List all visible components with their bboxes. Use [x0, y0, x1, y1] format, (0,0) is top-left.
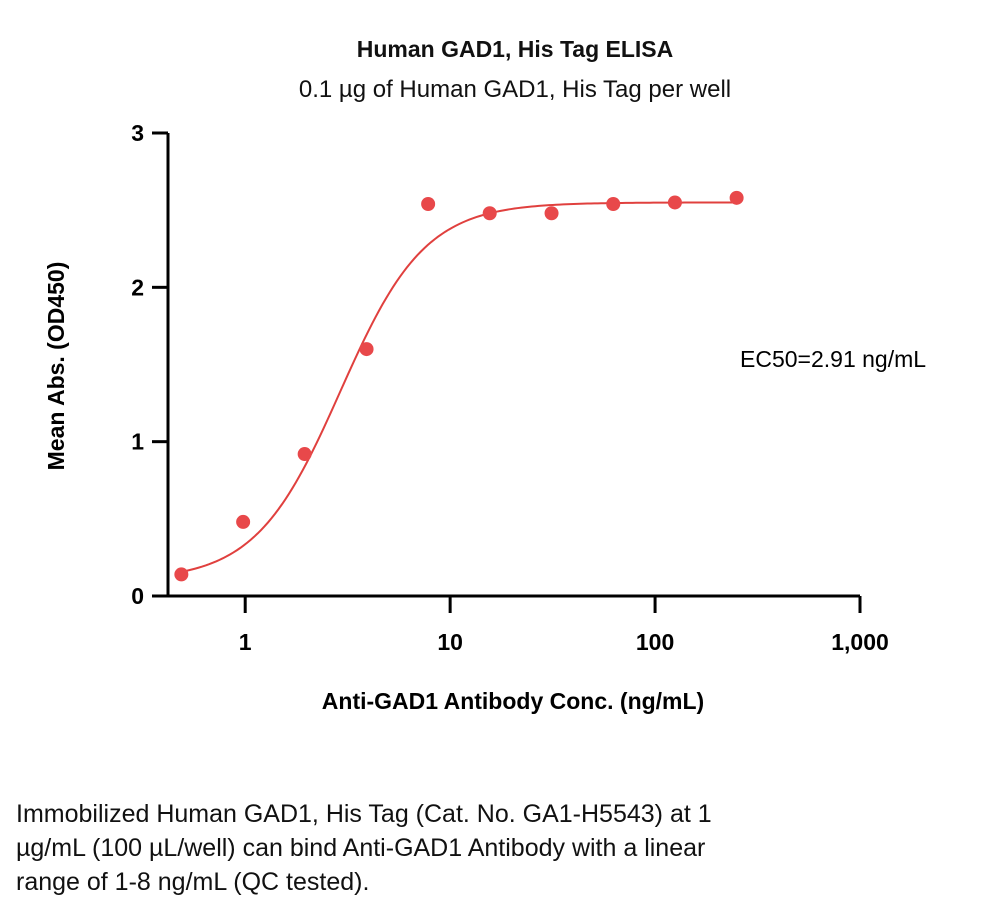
y-tick-label: 2: [131, 274, 144, 300]
y-tick-label: 0: [131, 583, 144, 609]
elisa-chart: 0 1 2 3 1 10 100 1,000 Mean Abs. (OD450) Anti-G…: [43, 120, 926, 714]
axes: 0 1 2 3 1 10 100 1,000: [131, 120, 889, 655]
data-point: [729, 190, 744, 205]
caption-line: µg/mL (100 µL/well) can bind Anti-GAD1 A…: [16, 834, 706, 862]
figure-caption: Immobilized Human GAD1, His Tag (Cat. No…: [16, 797, 876, 899]
caption-line: range of 1-8 ng/mL (QC tested).: [16, 868, 370, 896]
y-tick-label: 3: [131, 120, 144, 146]
data-point: [174, 567, 189, 582]
data-points: [174, 190, 744, 582]
data-point: [236, 514, 251, 529]
data-point: [606, 196, 621, 211]
y-tick-label: 1: [131, 429, 144, 455]
data-point: [421, 196, 436, 211]
x-tick-label: 1,000: [831, 629, 889, 655]
data-point: [359, 342, 374, 357]
fit-curve-group: [181, 201, 737, 573]
chart-title: Human GAD1, His Tag ELISA: [356, 36, 674, 62]
chart-subtitle: 0.1 µg of Human GAD1, His Tag per well: [298, 76, 732, 103]
x-tick-label: 1: [239, 629, 252, 655]
data-point: [482, 206, 497, 221]
data-point: [297, 447, 312, 462]
data-point: [544, 206, 559, 221]
y-axis-label: Mean Abs. (OD450): [43, 262, 69, 471]
data-point: [667, 195, 682, 210]
x-tick-label: 100: [636, 629, 674, 655]
x-tick-label: 10: [437, 629, 463, 655]
ec50-annotation: EC50=2.91 ng/mL: [740, 346, 926, 372]
fit-curve: [181, 201, 737, 573]
x-axis-label: Anti-GAD1 Antibody Conc. (ng/mL): [322, 688, 704, 714]
caption-line: Immobilized Human GAD1, His Tag (Cat. No…: [16, 800, 712, 828]
